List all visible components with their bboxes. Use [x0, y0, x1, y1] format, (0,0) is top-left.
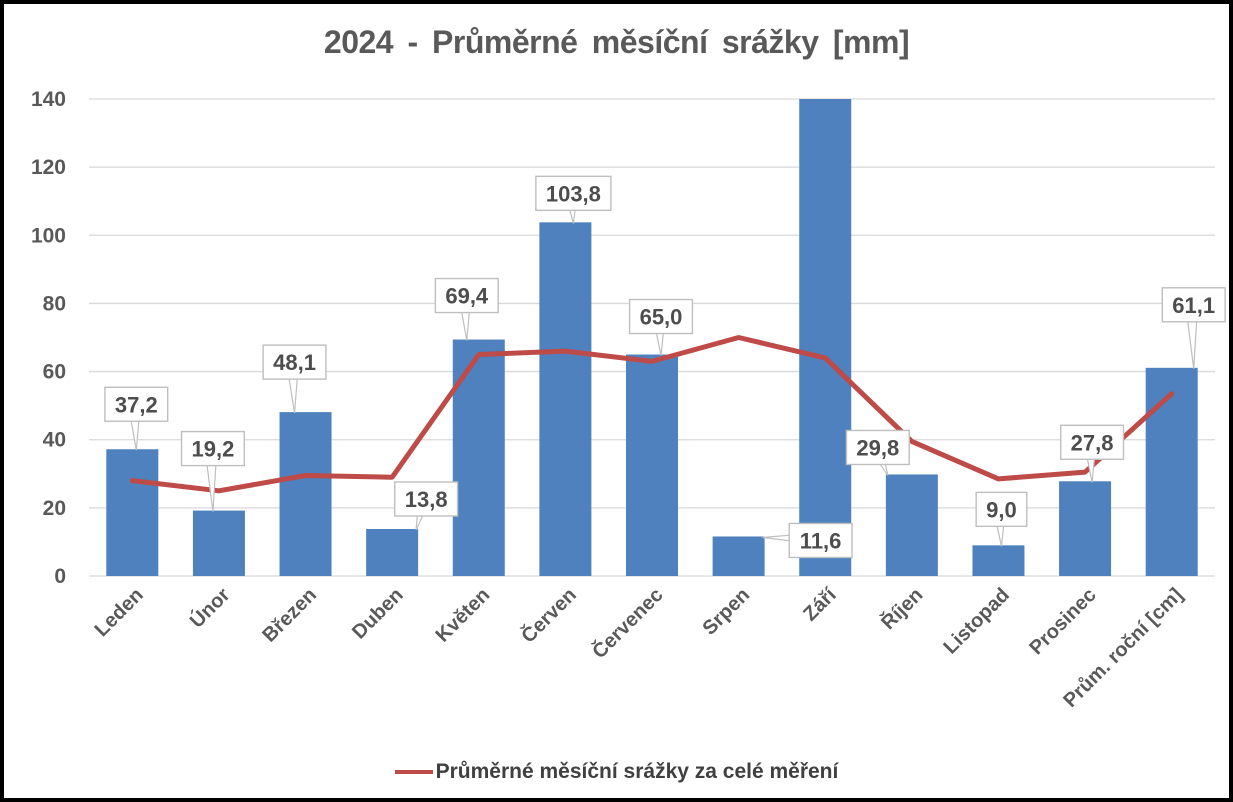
x-axis-category-label: Červen [516, 583, 581, 648]
data-label-box [394, 481, 459, 517]
data-label-box [845, 429, 910, 466]
data-label-callout: 48,1 [262, 344, 327, 414]
data-label-box [1059, 424, 1125, 460]
y-axis-tick-label: 0 [54, 565, 66, 588]
data-label-callout: 103,8 [535, 175, 612, 224]
chart-title: 2024 - Průměrné měsíční srážky [mm] [323, 24, 910, 60]
bar [1145, 367, 1198, 576]
x-axis-category-label: Prosinec [1025, 584, 1100, 659]
bar [1059, 481, 1112, 576]
data-label-value: 29,8 [856, 435, 899, 460]
y-axis-tick-label: 140 [31, 88, 66, 111]
legend-line-swatch [394, 770, 433, 774]
y-axis-tick-label: 100 [31, 224, 66, 247]
data-label-callout: 11,6 [762, 522, 853, 559]
y-axis-tick-label: 120 [31, 156, 66, 179]
average-line [129, 335, 1175, 494]
data-label-value: 27,8 [1071, 430, 1114, 455]
y-axis-tick-label: 60 [43, 361, 66, 384]
bar [192, 510, 245, 576]
x-axis-category-label: Únor [184, 582, 234, 632]
data-label-box [628, 298, 694, 335]
bar [452, 339, 505, 576]
legend-label: Průměrné měsíční srážky za celé měření [435, 760, 839, 783]
bar [366, 528, 419, 576]
data-label-box [535, 175, 612, 212]
x-axis-category-label: Srpen [699, 584, 755, 640]
data-label-callout: 37,2 [104, 386, 169, 451]
data-label-callout: 61,1 [1161, 287, 1226, 369]
bar [972, 545, 1025, 576]
y-axis-tick-label: 80 [43, 292, 66, 315]
bar [539, 222, 592, 577]
x-axis-category-label: Leden [91, 584, 148, 641]
data-label-value: 13,8 [405, 487, 448, 512]
data-label-box [262, 344, 327, 380]
data-label-value: 65,0 [640, 305, 683, 330]
data-label-box [975, 491, 1028, 528]
y-axis-tick-label: 20 [43, 497, 66, 520]
bar [799, 99, 852, 576]
data-label-box [788, 522, 853, 559]
data-label-value: 48,1 [273, 350, 316, 375]
x-axis-category-label: Červenec [587, 583, 668, 664]
data-label-value: 19,2 [192, 437, 235, 462]
data-label-box [180, 430, 246, 467]
data-label-value: 61,1 [1172, 293, 1215, 318]
data-label-callout: 9,0 [975, 491, 1028, 547]
data-label-box [1161, 287, 1226, 323]
data-label-callout: 69,4 [434, 277, 499, 341]
x-axis-category-label: Listopad [940, 584, 1014, 658]
data-label-value: 69,4 [445, 284, 489, 309]
x-axis-category-label: Březen [258, 584, 321, 647]
bar [712, 536, 765, 576]
bar [279, 412, 332, 576]
data-label-value: 11,6 [800, 528, 842, 553]
chart-legend: Průměrné měsíční srážky za celé měření [4, 760, 1229, 784]
data-label-box [434, 277, 499, 314]
x-axis-category-label: Květen [432, 584, 495, 647]
data-label-callout: 29,8 [845, 429, 910, 476]
data-label-callout: 27,8 [1059, 424, 1125, 483]
x-axis-category-label: Říjen [876, 583, 928, 635]
y-axis-tick-label: 40 [43, 429, 66, 452]
data-label-callout: 13,8 [394, 481, 459, 531]
bar [885, 474, 938, 576]
data-label-box [104, 386, 169, 422]
data-label-value: 9,0 [986, 497, 1017, 522]
x-axis-category-label: Září [799, 583, 842, 626]
x-axis-category-label: Duben [348, 584, 408, 644]
data-label-value: 103,8 [546, 181, 601, 206]
bar [626, 354, 678, 576]
data-label-callout: 19,2 [180, 430, 246, 512]
bar [106, 449, 159, 576]
chart-canvas: 0 20 40 60 80 100 120 140 Leden Únor Březen Duben Kv… [31, 88, 1226, 712]
data-label-value: 37,2 [115, 392, 158, 417]
data-label-callout: 65,0 [628, 298, 694, 356]
